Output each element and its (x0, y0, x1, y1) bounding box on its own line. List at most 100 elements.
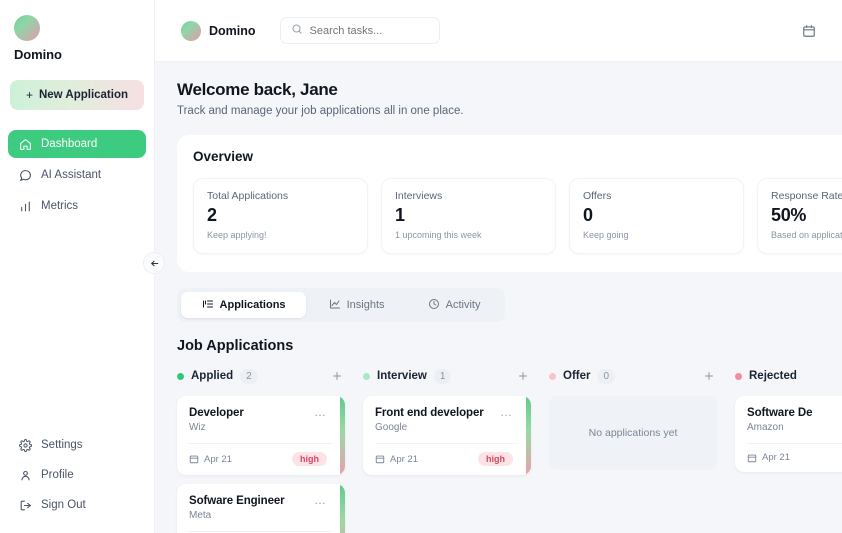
topbar-actions (798, 20, 820, 42)
stat-label: Response Rate (771, 190, 842, 202)
job-card-footer: Apr 21 (747, 452, 842, 463)
add-card-button[interactable] (329, 368, 345, 384)
status-dot (177, 372, 184, 380)
kanban-column-rejected: Rejected Software De Amazon (735, 366, 842, 533)
page-title: Welcome back, Jane (177, 80, 338, 99)
job-card[interactable]: Front end developer Google … Apr 21 (363, 396, 531, 475)
logout-icon (19, 499, 32, 512)
stats-row: Total Applications 2 Keep applying! Inte… (193, 178, 842, 254)
job-card-footer: Apr 21 high (189, 452, 333, 466)
job-date-text: Apr 21 (390, 453, 418, 465)
sidebar-item-label: Profile (41, 469, 74, 481)
brand-name: Domino (14, 47, 62, 62)
tab-activity[interactable]: Activity (407, 292, 501, 318)
sidebar-item-label: Metrics (41, 200, 79, 212)
clock-icon (428, 298, 440, 313)
calendar-icon (747, 454, 757, 462)
calendar-button[interactable] (798, 20, 820, 42)
card-menu-button[interactable]: … (314, 493, 327, 507)
column-count: 2 (240, 368, 258, 384)
stat-value: 1 (395, 205, 405, 225)
job-title: Front end developer (375, 407, 484, 419)
sidebar-item-settings[interactable]: Settings (8, 435, 146, 455)
sidebar-item-dashboard[interactable]: Dashboard (8, 130, 146, 158)
column-header: Offer 0 (549, 366, 717, 386)
topbar-brand[interactable]: Domino (181, 20, 256, 41)
stat-value: 0 (583, 205, 593, 225)
search-box[interactable] (279, 17, 440, 44)
divider (189, 443, 333, 444)
column-header: Rejected (735, 366, 842, 386)
column-cards: Developer Wiz … Apr 21 (177, 396, 345, 533)
job-title: Sofware Engineer (189, 495, 285, 507)
card-menu-button[interactable]: … (314, 405, 327, 419)
list-columns-icon (202, 298, 214, 313)
sidebar-nav-bottom: Settings Profile Sign Out (8, 435, 146, 519)
job-card-header: Developer Wiz … (189, 405, 333, 433)
stat-card-interviews: Interviews 1 1 upcoming this week (381, 178, 556, 254)
sidebar-item-ai-assistant[interactable]: AI Assistant (8, 161, 146, 189)
tab-label: Applications (219, 299, 286, 311)
column-name: Interview (377, 370, 427, 382)
topbar: Domino (155, 0, 842, 62)
job-company: Amazon (747, 422, 784, 433)
new-application-button[interactable]: + New Application (10, 80, 144, 110)
sidebar-brand: Domino (8, 12, 146, 62)
stat-label: Total Applications (207, 190, 289, 202)
calendar-icon (803, 24, 815, 37)
card-menu-button[interactable]: … (500, 405, 513, 419)
job-company: Meta (189, 510, 212, 521)
sidebar-spacer (8, 220, 146, 435)
gear-icon (19, 438, 32, 452)
job-card[interactable]: Developer Wiz … Apr 21 (177, 396, 345, 475)
tab-label: Insights (346, 299, 385, 311)
job-date: Apr 21 (375, 454, 418, 465)
kanban-column-offer: Offer 0 No applications yet (549, 366, 717, 533)
sidebar-nav: Dashboard AI Assistant Metrics (8, 130, 146, 220)
sidebar-item-sign-out[interactable]: Sign Out (8, 495, 146, 515)
kanban-column-interview: Interview 1 Front end developer Google (363, 366, 531, 533)
column-cards: No applications yet (549, 396, 717, 470)
stat-value: 2 (207, 205, 217, 225)
column-name: Offer (563, 370, 591, 382)
topbar-brand-name: Domino (209, 23, 256, 38)
tab-applications[interactable]: Applications (181, 292, 307, 318)
stat-card-response-rate: Response Rate 50% Based on applications (757, 178, 842, 254)
job-card-header: Front end developer Google … (375, 405, 519, 433)
column-cards: Software De Amazon Apr 21 (735, 396, 842, 472)
stat-value: 50% (771, 205, 807, 225)
tab-insights[interactable]: Insights (308, 292, 405, 318)
job-title: Software De (747, 407, 813, 419)
kanban-board: Applied 2 Developer Wiz (177, 366, 842, 533)
sidebar-item-profile[interactable]: Profile (8, 465, 146, 485)
stat-label: Interviews (395, 190, 443, 202)
job-card-footer: Apr 21 high (375, 452, 519, 466)
column-name: Applied (191, 370, 234, 382)
job-date-text: Apr 21 (762, 452, 790, 463)
status-dot (363, 372, 370, 380)
job-date: Apr 21 (747, 452, 790, 463)
plus-icon (705, 372, 713, 380)
add-card-button[interactable] (701, 368, 717, 384)
divider (189, 531, 333, 532)
tab-label: Activity (445, 299, 481, 311)
bar-chart-icon (19, 200, 32, 213)
main-area: Domino Welcome back, Jane Track and mana… (155, 0, 842, 533)
main-content: Welcome back, Jane Track and manage your… (155, 62, 842, 533)
search-icon (291, 22, 303, 40)
user-icon (19, 469, 32, 482)
calendar-icon (375, 455, 385, 464)
overview-panel: Overview Total Applications 2 Keep apply… (177, 135, 842, 272)
job-title: Developer (189, 407, 244, 419)
sidebar-item-label: Sign Out (41, 499, 86, 511)
add-card-button[interactable] (515, 368, 531, 384)
job-company: Google (375, 422, 408, 433)
job-card[interactable]: Sofware Engineer Meta … Apr 21 (177, 484, 345, 533)
search-input[interactable] (309, 24, 429, 37)
sidebar-item-metrics[interactable]: Metrics (8, 192, 146, 220)
chat-icon (19, 169, 32, 182)
sidebar-collapse-button[interactable] (143, 252, 165, 274)
stat-label: Offers (583, 190, 612, 202)
stat-note: 1 upcoming this week (395, 230, 482, 240)
job-card[interactable]: Software De Amazon Apr 21 (735, 396, 842, 472)
